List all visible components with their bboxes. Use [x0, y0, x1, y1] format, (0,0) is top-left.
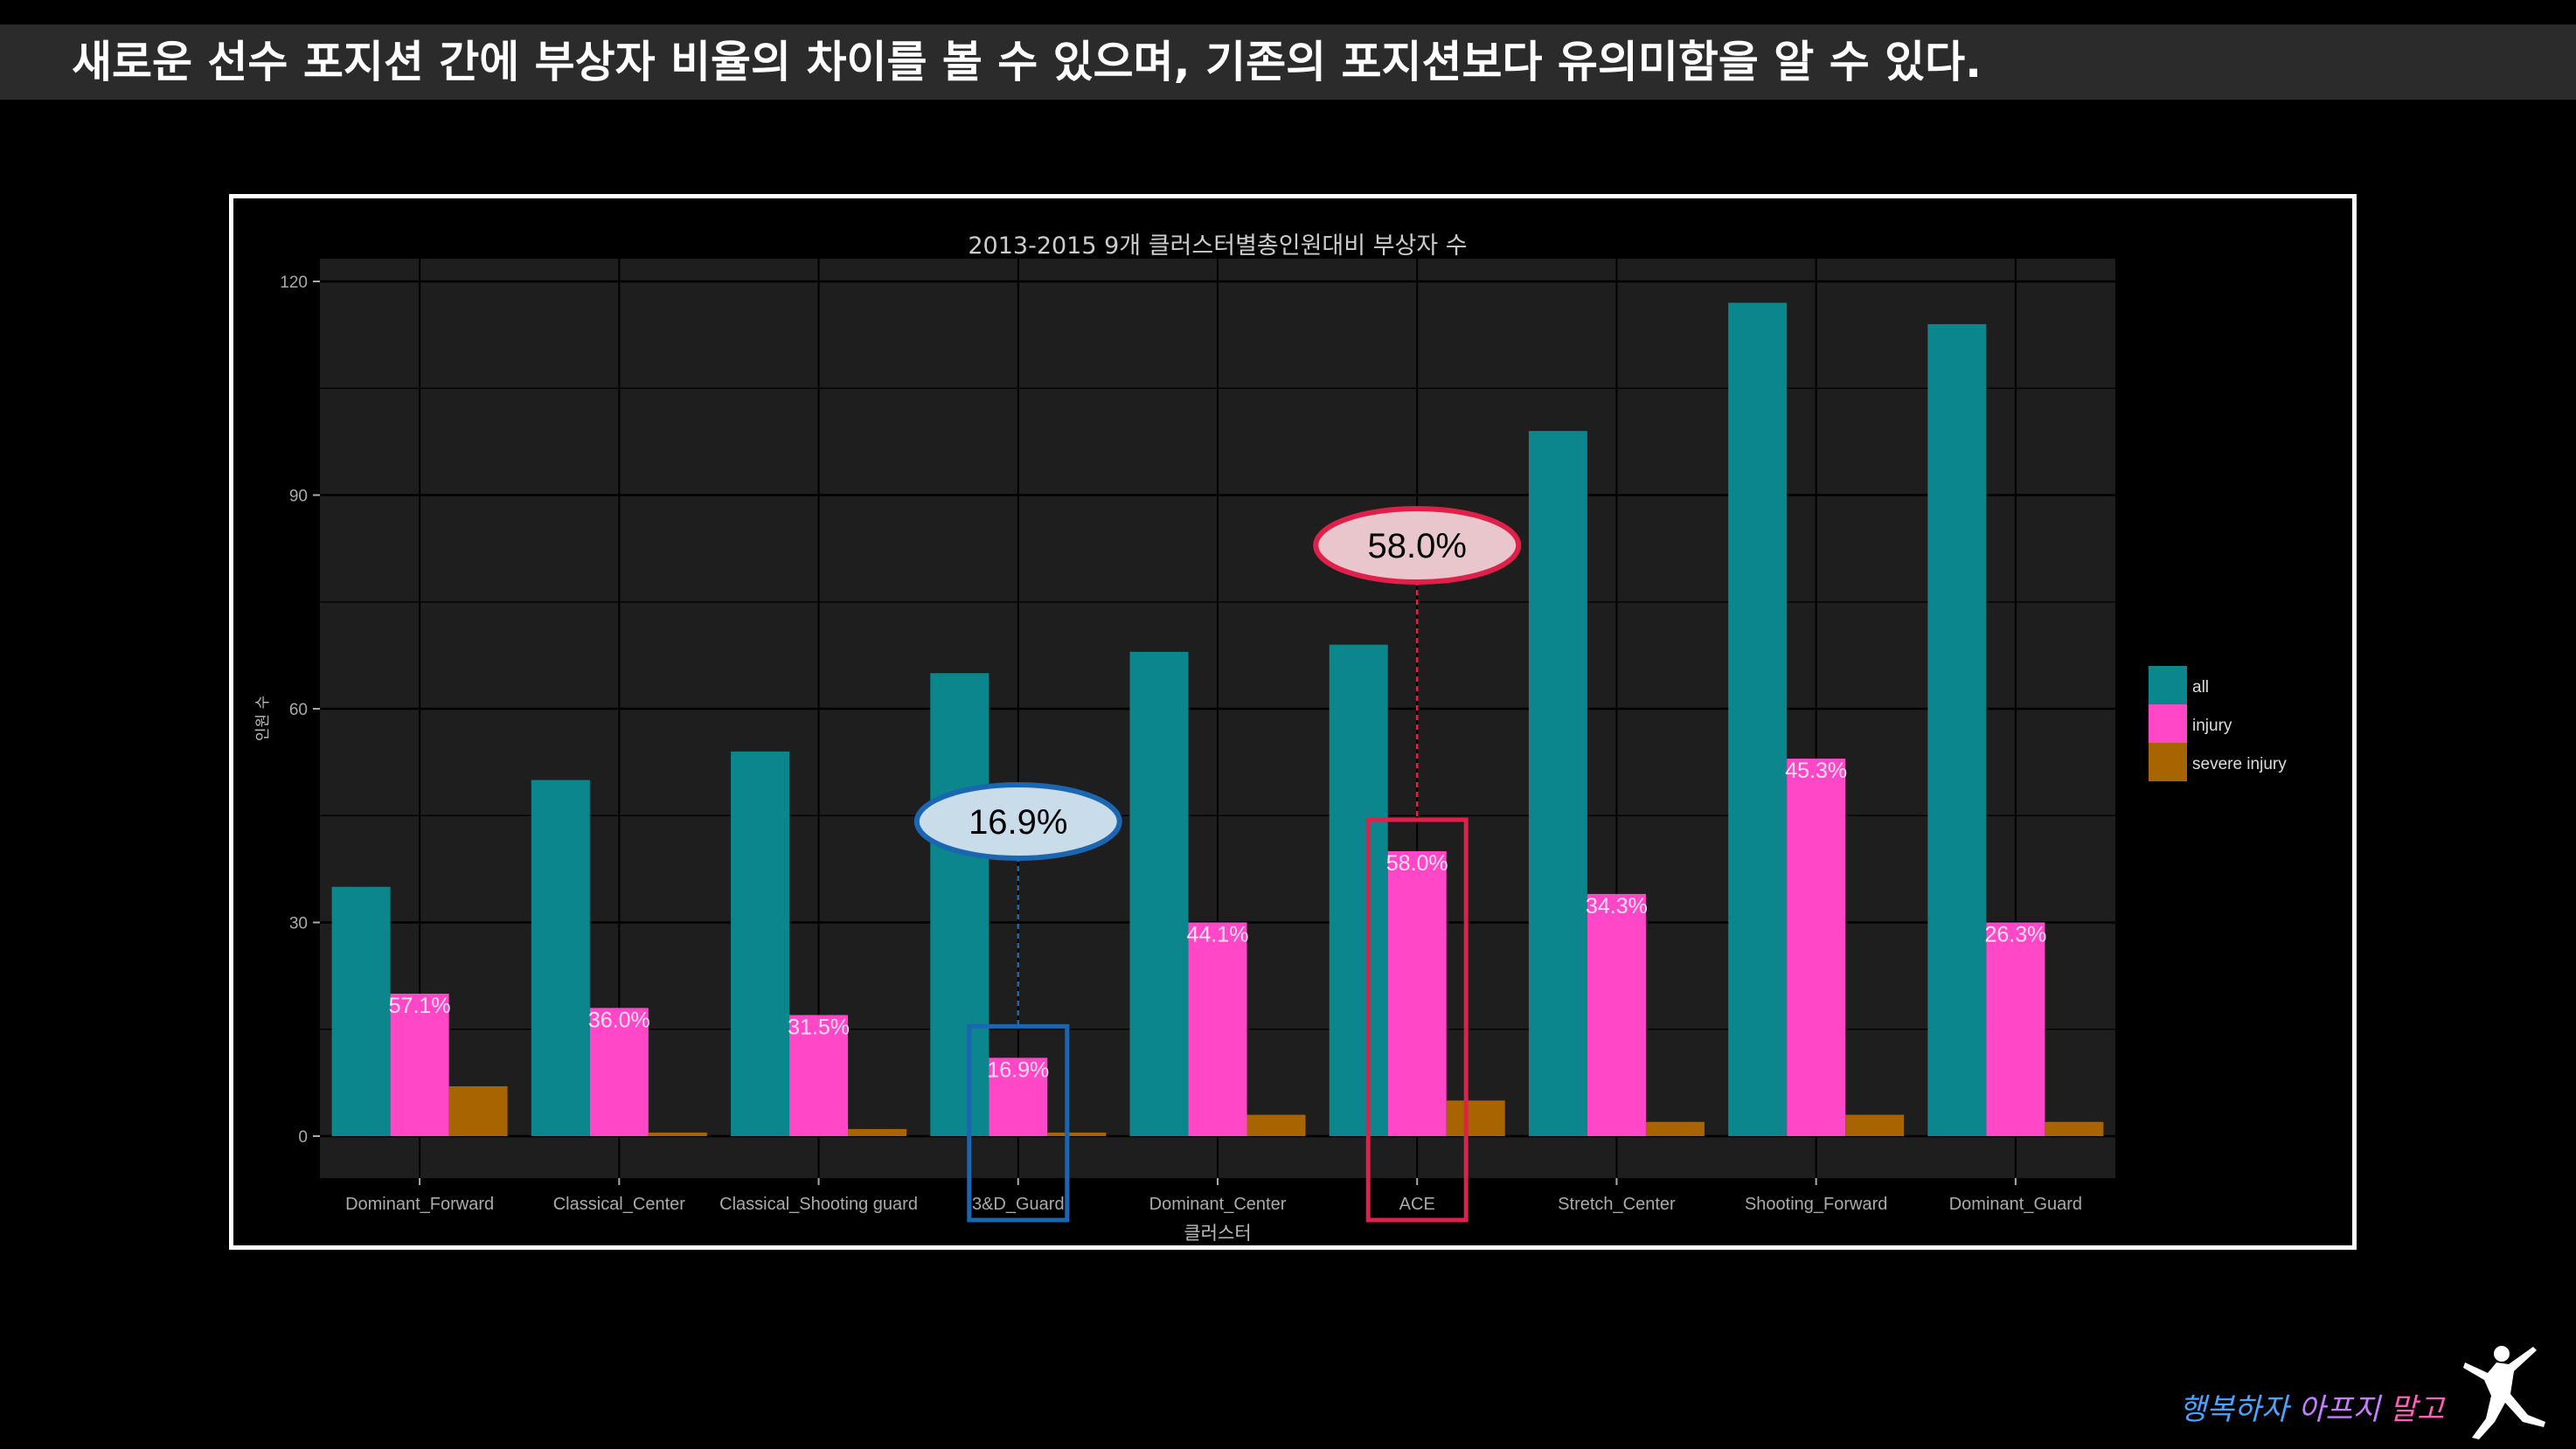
chart-frame: [229, 194, 2357, 1250]
callout-ellipse: [913, 782, 1122, 861]
x-tick-label: Dominant_Guard: [1949, 1195, 2082, 1214]
injury-percent-label: 57.1%: [389, 994, 451, 1018]
injury-percent-label: 44.1%: [1187, 923, 1249, 947]
injury-percent-label: 58.0%: [1386, 851, 1448, 876]
bar-severe_injury: [1645, 1121, 1705, 1136]
bar-all: [1927, 323, 1987, 1136]
injury-percent-label: 31.5%: [788, 1015, 850, 1039]
bar-all: [1728, 302, 1788, 1136]
bar-injury: [989, 1057, 1048, 1136]
bar-all: [731, 751, 790, 1136]
bar-all: [1528, 431, 1587, 1136]
bar-injury: [1587, 893, 1646, 1136]
injury-percent-label: 36.0%: [588, 1008, 650, 1032]
x-tick-label: Classical_Center: [553, 1195, 686, 1214]
bar-injury: [789, 1015, 849, 1136]
bar-injury: [1986, 922, 2045, 1136]
x-tick-label: Shooting_Forward: [1745, 1195, 1887, 1214]
bar-all: [1329, 644, 1388, 1136]
bar-severe_injury: [848, 1128, 907, 1136]
footer-slogan: 행복하자 아프지 말고: [2179, 1385, 2444, 1428]
legend-label-injury: injury: [2192, 717, 2232, 735]
footer-slogan-part1: 행복하자: [2179, 1392, 2289, 1427]
bar-severe_injury: [1446, 1100, 1505, 1136]
injury-percent-label: 45.3%: [1785, 759, 1847, 783]
bar-severe_injury: [448, 1085, 508, 1136]
x-tick-label: Dominant_Center: [1149, 1195, 1287, 1214]
highlight-box: [1365, 817, 1469, 1223]
legend-label-all: all: [2192, 678, 2209, 697]
bar-injury: [589, 1008, 649, 1136]
legend-label-severe_injury: severe injury: [2192, 755, 2287, 773]
legend-key-all: [2149, 666, 2187, 704]
bar-severe_injury: [2045, 1121, 2104, 1136]
bar-all: [930, 673, 989, 1136]
bar-injury: [1787, 759, 1846, 1136]
y-axis-label: 인원 수: [254, 696, 272, 741]
callout-text: 58.0%: [1368, 527, 1467, 565]
headline-bar: [0, 24, 2576, 100]
bar-injury: [1188, 922, 1247, 1136]
injury-percent-label: 34.3%: [1586, 894, 1648, 919]
footer-slogan-part2: 아프지: [2297, 1392, 2380, 1427]
bar-severe_injury: [1246, 1114, 1306, 1136]
page-title: 새로운 선수 포지션 간에 부상자 비율의 차이를 볼 수 있으며, 기존의 포…: [72, 37, 1982, 87]
highlight-box: [967, 1023, 1070, 1223]
y-tick-label: 0: [298, 1128, 308, 1147]
x-axis-label: 클러스터: [1184, 1223, 1251, 1244]
x-tick-label: Stretch_Center: [1558, 1195, 1676, 1214]
legend-key-injury: [2149, 704, 2187, 743]
x-tick-label: ACE: [1399, 1195, 1435, 1214]
y-tick-label: 60: [289, 701, 308, 719]
bar-severe_injury: [648, 1132, 707, 1136]
jumpman-logo-icon: [2463, 1346, 2545, 1439]
y-tick-label: 30: [289, 915, 308, 933]
bar-injury: [390, 994, 449, 1136]
injury-percent-label: 16.9%: [987, 1057, 1049, 1082]
y-tick-label: 120: [280, 274, 308, 292]
bar-all: [531, 780, 590, 1136]
callout-text: 16.9%: [969, 803, 1067, 842]
bar-severe_injury: [1047, 1132, 1107, 1136]
bar-severe_injury: [1845, 1114, 1905, 1136]
bar-all: [1129, 651, 1189, 1136]
y-tick-label: 90: [289, 488, 308, 506]
legend-key-severe_injury: [2149, 743, 2187, 781]
chart-title: 2013-2015 9개 클러스터별총인원대비 부상자 수: [968, 232, 1467, 260]
x-tick-label: Dominant_Forward: [345, 1195, 494, 1214]
x-tick-label: 3&D_Guard: [972, 1195, 1065, 1214]
callout-ellipse: [1313, 506, 1522, 585]
footer-slogan-part3: 말고: [2389, 1392, 2445, 1427]
bar-injury: [1387, 851, 1447, 1136]
x-tick-label: Classical_Shooting guard: [719, 1195, 918, 1214]
injury-percent-label: 26.3%: [1984, 923, 2046, 947]
bar-all: [331, 886, 391, 1136]
